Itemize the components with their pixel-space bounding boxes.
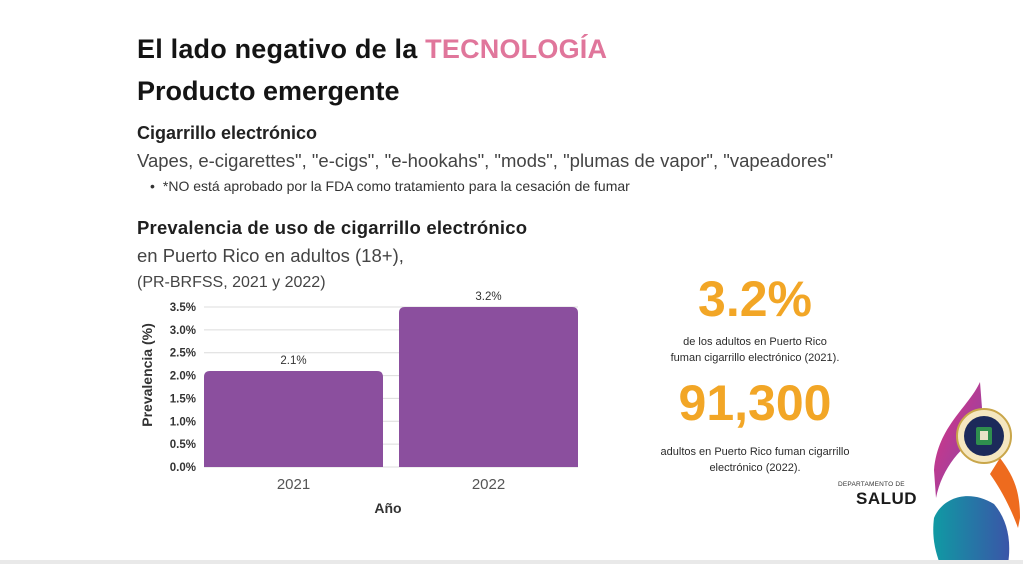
- chart-title: Prevalencia de uso de cigarrillo electró…: [137, 217, 528, 238]
- y-tick-label: 1.0%: [170, 416, 196, 428]
- logo-teal-ribbon: [933, 496, 1010, 564]
- bar-2022: [399, 307, 578, 467]
- seal-lamb: [980, 431, 988, 440]
- health-department-logo: [933, 382, 1020, 564]
- data-label: 2.1%: [280, 355, 306, 367]
- bars: 2.1% 3.2%: [204, 291, 578, 467]
- prevalence-bar-chart: 0.0% 0.5% 1.0% 1.5% 2.0% 2.5% 3.0% 3.5% 2.1% 3.2…: [139, 291, 578, 516]
- y-tick-label: 2.5%: [170, 348, 196, 360]
- section-heading: Cigarrillo electrónico: [137, 123, 318, 143]
- bullet-icon: •: [150, 178, 155, 194]
- department-name: SALUD: [856, 489, 918, 508]
- y-tick-label: 0.0%: [170, 462, 196, 474]
- fda-note: • *NO está aprobado por la FDA como trata…: [150, 178, 630, 194]
- caption-line: de los adultos en Puerto Rico: [683, 336, 827, 348]
- caption-line: fuman cigarrillo electrónico (2021).: [670, 352, 840, 364]
- stat-count: 91,300: [678, 375, 832, 431]
- y-axis-ticks: 0.0% 0.5% 1.0% 1.5% 2.0% 2.5% 3.0% 3.5%: [170, 302, 196, 474]
- caption-line: adultos en Puerto Rico fuman cigarrillo: [660, 446, 850, 458]
- stat-percent: 3.2%: [698, 271, 812, 327]
- y-tick-label: 3.0%: [170, 325, 196, 337]
- y-tick-label: 2.0%: [170, 371, 196, 383]
- title-accent: TECNOLOGÍA: [425, 34, 608, 64]
- y-tick-label: 1.5%: [170, 393, 196, 405]
- y-tick-label: 3.5%: [170, 302, 196, 314]
- x-tick-label: 2022: [472, 476, 505, 493]
- stat-percent-caption: de los adultos en Puerto Rico fuman cigar…: [640, 334, 870, 366]
- slide-title: El lado negativo de la TECNOLOGÍA: [137, 34, 607, 65]
- bottom-border: [0, 560, 1023, 564]
- chart-source: (PR-BRFSS, 2021 y 2022): [137, 274, 326, 291]
- stat-count-caption: adultos en Puerto Rico fuman cigarrillo e…: [630, 444, 880, 476]
- chart-subtitle: en Puerto Rico en adultos (18+),: [137, 245, 404, 266]
- x-axis-ticks: 2021 2022: [277, 476, 505, 493]
- x-axis-label: Año: [374, 500, 401, 516]
- caption-line: electrónico (2022).: [709, 462, 801, 474]
- logo-orange-ribbon: [990, 458, 1020, 528]
- product-aliases: Vapes, e-cigarettes", "e-cigs", "e-hooka…: [137, 150, 834, 171]
- y-tick-label: 0.5%: [170, 439, 196, 451]
- y-axis-label: Prevalencia (%): [139, 323, 155, 427]
- data-label: 3.2%: [475, 291, 501, 303]
- bar-2021: [204, 371, 383, 467]
- fda-note-text: *NO está aprobado por la FDA como tratam…: [162, 178, 630, 194]
- department-label: DEPARTAMENTO DE: [838, 481, 905, 488]
- x-tick-label: 2021: [277, 476, 310, 493]
- slide-subtitle: Producto emergente: [137, 76, 400, 106]
- title-prefix: El lado negativo de la: [137, 34, 426, 64]
